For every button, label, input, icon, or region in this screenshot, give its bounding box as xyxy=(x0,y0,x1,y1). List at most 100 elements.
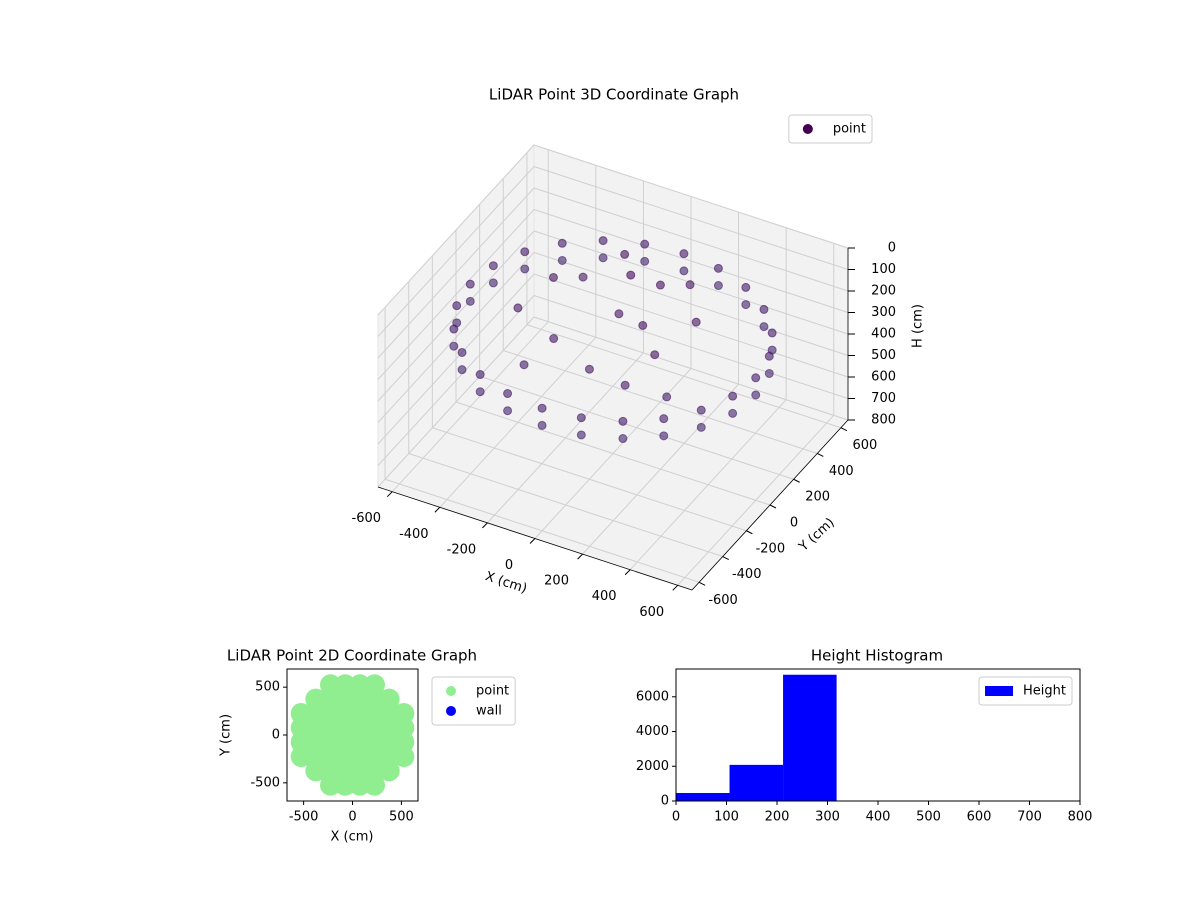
point xyxy=(457,365,467,375)
point xyxy=(378,746,400,768)
legend: point xyxy=(788,114,873,144)
point xyxy=(305,746,327,768)
chart-title: LiDAR Point 2D Coordinate Graph xyxy=(227,647,477,665)
y-tick-label: 4000 xyxy=(636,724,669,739)
x-tick-label: -400 xyxy=(399,527,429,542)
point xyxy=(290,717,312,739)
grid-line xyxy=(503,350,818,454)
grid-line xyxy=(533,295,849,399)
point xyxy=(584,364,594,374)
point xyxy=(679,266,689,276)
point xyxy=(452,301,462,311)
y-tick-label: 6000 xyxy=(636,689,669,704)
point xyxy=(488,278,498,288)
legend: point wall xyxy=(431,676,516,726)
point xyxy=(305,760,327,782)
point xyxy=(764,351,774,361)
point xyxy=(626,270,636,280)
grid-line xyxy=(377,252,535,423)
y-axis-label: Y (cm) xyxy=(796,515,838,555)
point xyxy=(557,238,567,248)
point xyxy=(393,746,415,768)
y-tick-label: 500 xyxy=(255,680,280,695)
point xyxy=(363,717,385,739)
point xyxy=(334,702,356,724)
x-tick-label: 0 xyxy=(505,558,513,573)
point xyxy=(475,370,485,380)
point xyxy=(640,239,650,249)
x-tick-label: -600 xyxy=(352,511,382,526)
x-tick xyxy=(482,522,488,529)
grid-line xyxy=(533,187,849,292)
legend-label: point xyxy=(476,684,509,699)
point xyxy=(614,309,624,319)
z-tick-label: 800 xyxy=(871,413,896,428)
point xyxy=(378,717,400,739)
grid-line xyxy=(455,401,771,506)
y-tick-label: 0 xyxy=(790,516,798,531)
x-tick-label: 500 xyxy=(916,810,941,825)
point xyxy=(393,717,415,739)
point xyxy=(578,272,588,282)
grid-line xyxy=(526,324,842,429)
grid-line xyxy=(408,453,723,557)
x-tick-label: 800 xyxy=(1068,810,1093,825)
y-tick-label: 2000 xyxy=(636,759,669,774)
point xyxy=(548,272,558,282)
point xyxy=(349,760,371,782)
point xyxy=(290,746,312,768)
point xyxy=(659,414,669,424)
z-tick-label: 400 xyxy=(871,327,896,342)
legend-frame xyxy=(788,114,873,144)
point xyxy=(557,255,567,265)
grid-line xyxy=(377,209,535,380)
y-tick xyxy=(746,530,753,535)
point xyxy=(741,282,751,292)
point xyxy=(305,702,327,724)
x-tick-label: -200 xyxy=(447,542,477,557)
bar xyxy=(729,764,784,801)
point xyxy=(349,674,371,696)
x-tick-label: 200 xyxy=(765,810,790,825)
point xyxy=(393,731,415,753)
point xyxy=(650,350,660,360)
grid-line xyxy=(533,144,849,249)
y-tick-label: -200 xyxy=(756,541,786,556)
point xyxy=(363,674,385,696)
grid-line xyxy=(384,478,700,583)
axes-frame xyxy=(286,668,419,802)
point xyxy=(465,279,475,289)
axis-line xyxy=(691,419,849,591)
point xyxy=(519,360,529,370)
grid-line xyxy=(533,209,849,313)
x-tick-label: 100 xyxy=(714,810,739,825)
point xyxy=(713,263,723,273)
point xyxy=(363,774,385,796)
point xyxy=(767,328,777,338)
x-tick xyxy=(672,584,679,591)
grid-line xyxy=(533,252,849,356)
z-axis-label: H (cm) xyxy=(911,304,926,348)
point xyxy=(290,702,312,724)
x-tick-label: 0 xyxy=(672,810,680,825)
grid-line xyxy=(377,166,535,337)
legend-marker xyxy=(802,124,813,134)
point xyxy=(696,422,706,432)
point xyxy=(618,416,628,426)
point xyxy=(320,731,342,753)
point xyxy=(334,760,356,782)
point xyxy=(537,420,547,430)
z-tick-label: 600 xyxy=(871,370,896,385)
chart-title: Height Histogram xyxy=(811,647,943,665)
point xyxy=(475,387,485,397)
x-tick xyxy=(624,569,631,576)
point xyxy=(488,261,498,271)
point xyxy=(320,702,342,724)
x-axis-label: X (cm) xyxy=(331,830,374,845)
y-tick xyxy=(722,556,729,560)
x-tick-label: -500 xyxy=(289,810,319,825)
y-tick xyxy=(793,478,800,483)
bar xyxy=(676,793,730,801)
point xyxy=(691,317,701,327)
